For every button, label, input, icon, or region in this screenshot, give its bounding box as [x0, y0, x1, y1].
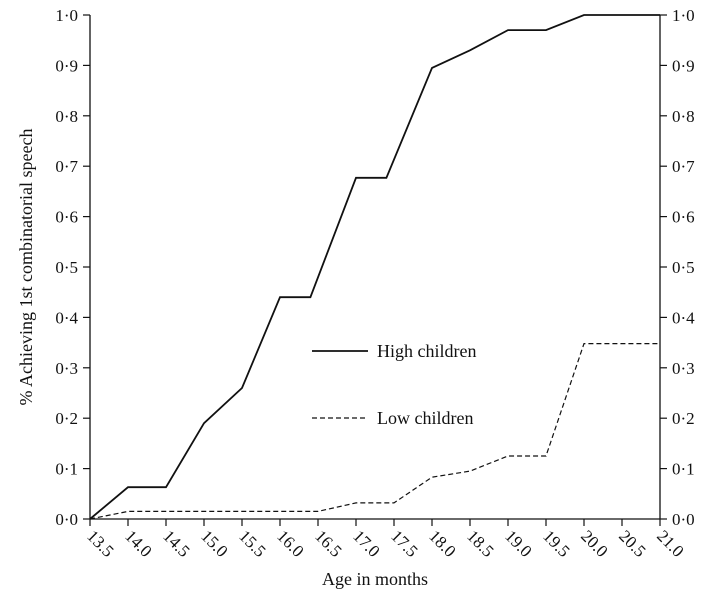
x-tick-label: 16.5: [311, 526, 345, 560]
high-children-line: [89, 14, 660, 520]
y-tick-label-left: 0·1: [55, 460, 78, 479]
y-tick-label-right: 0·6: [672, 208, 695, 227]
y-tick-label-left: 0·9: [55, 56, 78, 75]
x-tick-label: 20.0: [577, 526, 611, 560]
legend-label: High children: [377, 341, 476, 361]
y-tick-label-left: 0·7: [55, 157, 78, 176]
ticks: 0·0 0·0 0·1 0·1 0·2 0·2 0·3 0·3 0·4 0·4 0·5 0·5 0·6 0…: [55, 6, 695, 561]
y-tick-label-left: 0·6: [55, 208, 78, 227]
x-tick-label: 19.5: [539, 526, 573, 560]
y-tick-label-right: 0·3: [672, 359, 695, 378]
y-axis-title: % Achieving 1st combinatorial speech: [16, 129, 36, 406]
low-children-line: [89, 343, 660, 520]
y-tick-label-right: 0·8: [672, 107, 695, 126]
y-tick-label-right: 1·0: [672, 6, 695, 25]
x-tick-label: 14.0: [121, 526, 155, 560]
y-tick-label-right: 0·9: [672, 56, 695, 75]
x-tick-label: 19.0: [501, 526, 535, 560]
y-tick-label-right: 0·1: [672, 460, 695, 479]
x-axis-title: Age in months: [322, 569, 428, 589]
series: [89, 14, 660, 520]
y-tick-label-left: 1·0: [55, 6, 78, 25]
x-tick-label: 18.0: [425, 526, 459, 560]
axes: [89, 15, 661, 520]
legend: High children Low children: [312, 341, 476, 428]
x-tick-label: 21.0: [653, 526, 687, 560]
x-tick-label: 16.0: [273, 526, 307, 560]
x-tick-label: 13.5: [83, 526, 117, 560]
x-tick-label: 17.0: [349, 526, 383, 560]
x-tick-label: 14.5: [159, 526, 193, 560]
y-tick-label-right: 0·7: [672, 157, 695, 176]
y-tick-label-left: 0·4: [55, 308, 78, 327]
legend-label: Low children: [377, 408, 473, 428]
y-tick-label-right: 0·4: [672, 308, 695, 327]
x-tick-label: 17.5: [387, 526, 421, 560]
y-tick-label-right: 0·5: [672, 258, 695, 277]
y-tick-label-left: 0·5: [55, 258, 78, 277]
y-tick-label-right: 0·2: [672, 409, 695, 428]
y-tick-label-left: 0·3: [55, 359, 78, 378]
y-tick-label-left: 0·2: [55, 409, 78, 428]
y-tick-label-left: 0·8: [55, 107, 78, 126]
y-tick-label-left: 0·0: [55, 510, 78, 529]
x-tick-label: 20.5: [615, 526, 649, 560]
x-tick-label: 15.5: [235, 526, 269, 560]
y-tick-label-right: 0·0: [672, 510, 695, 529]
x-tick-label: 18.5: [463, 526, 497, 560]
x-tick-label: 15.0: [197, 526, 231, 560]
